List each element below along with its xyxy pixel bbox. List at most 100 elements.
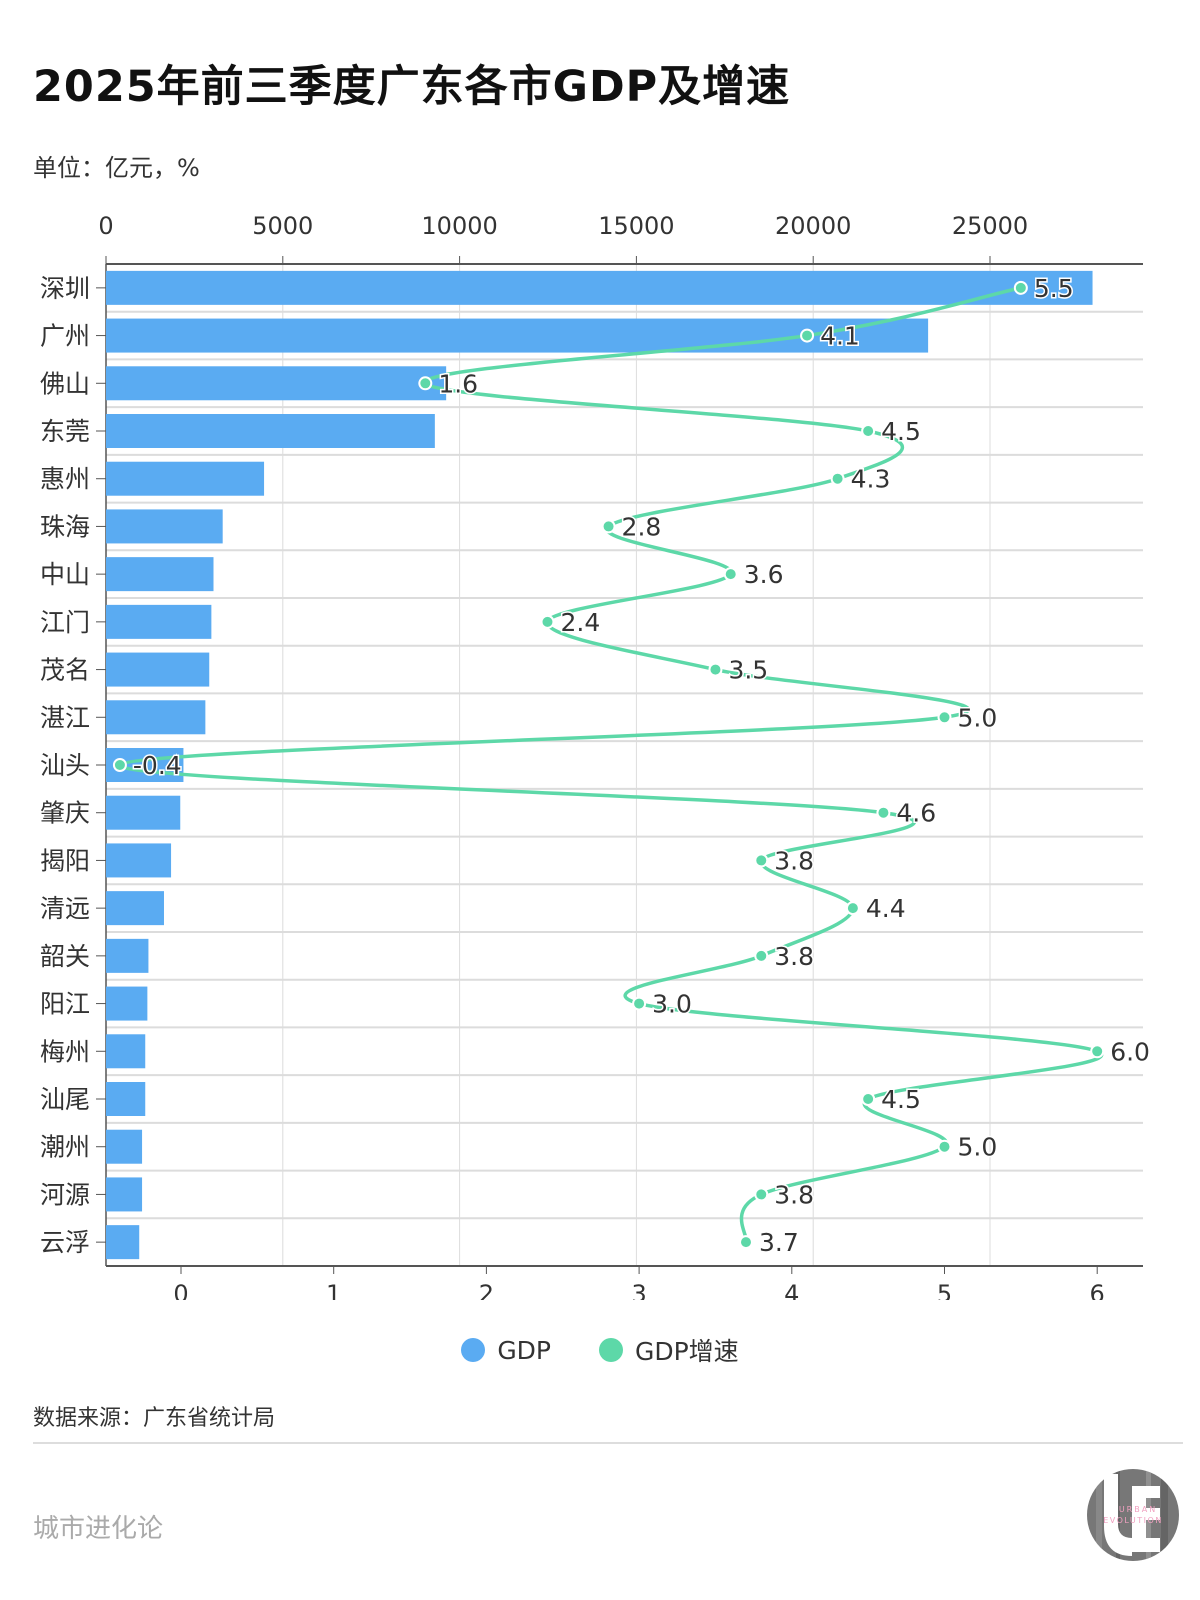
gdp-bar bbox=[106, 652, 210, 687]
top-axis-tick-label: 10000 bbox=[421, 212, 497, 240]
category-label: 佛山 bbox=[40, 369, 90, 398]
growth-data-label: 4.4 bbox=[866, 894, 906, 923]
growth-data-label: 3.5 bbox=[728, 656, 768, 685]
gdp-bar bbox=[106, 1177, 143, 1212]
gdp-bar bbox=[106, 509, 223, 544]
growth-data-label: 4.6 bbox=[896, 799, 936, 828]
growth-point bbox=[708, 662, 723, 677]
growth-point bbox=[754, 948, 769, 963]
category-label: 广州 bbox=[40, 322, 90, 351]
category-label: 河源 bbox=[40, 1180, 90, 1209]
gdp-bar bbox=[106, 270, 1093, 305]
growth-point bbox=[738, 1235, 753, 1250]
top-axis-tick-label: 5000 bbox=[252, 212, 313, 240]
footer-brand: 城市进化论 bbox=[33, 1514, 164, 1544]
growth-data-label: 3.7 bbox=[759, 1228, 799, 1257]
growth-point bbox=[800, 328, 815, 343]
growth-point bbox=[112, 758, 127, 772]
growth-point bbox=[861, 424, 876, 438]
growth-point bbox=[632, 996, 647, 1011]
category-label: 潮州 bbox=[40, 1133, 90, 1162]
category-label: 揭阳 bbox=[40, 846, 90, 875]
top-axis-tick-label: 15000 bbox=[598, 212, 674, 240]
category-label: 汕头 bbox=[40, 751, 90, 780]
growth-point bbox=[540, 614, 555, 629]
category-label: 梅州 bbox=[40, 1037, 90, 1066]
category-label: 东莞 bbox=[40, 417, 90, 446]
bottom-axis-tick-label: 2 bbox=[479, 1280, 494, 1300]
legend-gdp-swatch bbox=[461, 1338, 486, 1362]
bottom-axis-tick-label: 4 bbox=[784, 1280, 799, 1300]
category-label: 中山 bbox=[40, 560, 90, 589]
gdp-bar bbox=[106, 1082, 146, 1116]
growth-point bbox=[754, 1187, 769, 1202]
gdp-bar bbox=[106, 414, 435, 448]
svg-text:URBAN: URBAN bbox=[1119, 1505, 1157, 1514]
growth-data-label: 4.3 bbox=[851, 465, 891, 494]
gdp-bar bbox=[106, 1129, 143, 1164]
category-label: 深圳 bbox=[40, 274, 90, 303]
bottom-axis-tick-label: 6 bbox=[1090, 1280, 1105, 1300]
gdp-bar bbox=[106, 986, 148, 1021]
category-label: 韶关 bbox=[40, 942, 90, 971]
bottom-axis-tick-label: 3 bbox=[631, 1280, 646, 1300]
legend-item-gdp[interactable]: GDP bbox=[461, 1336, 551, 1365]
gdp-bar bbox=[106, 1225, 140, 1260]
bottom-axis-tick-label: 1 bbox=[326, 1280, 341, 1300]
gdp-bar bbox=[106, 938, 149, 973]
legend-item-growth[interactable]: GDP增速 bbox=[598, 1332, 739, 1368]
category-label: 江门 bbox=[40, 608, 90, 637]
growth-data-label: 2.8 bbox=[622, 512, 662, 541]
growth-data-label: 6.0 bbox=[1110, 1037, 1150, 1066]
growth-point bbox=[754, 853, 769, 868]
growth-point bbox=[601, 519, 616, 534]
category-label: 云浮 bbox=[40, 1228, 90, 1257]
chart-title: 2025年前三季度广东各市GDP及增速 bbox=[33, 62, 791, 112]
growth-data-label: 3.8 bbox=[774, 1180, 814, 1209]
gdp-bar bbox=[106, 604, 212, 639]
gdp-bar bbox=[106, 891, 164, 926]
growth-point bbox=[845, 901, 860, 916]
category-label: 湛江 bbox=[40, 703, 90, 732]
divider bbox=[33, 1442, 1183, 1444]
gdp-bar bbox=[106, 557, 214, 592]
growth-data-label: 5.5 bbox=[1034, 274, 1074, 303]
growth-data-label: 5.0 bbox=[958, 703, 998, 732]
bottom-axis-tick-label: 5 bbox=[937, 1280, 952, 1300]
growth-point bbox=[1090, 1044, 1105, 1059]
legend: GDP GDP增速 bbox=[0, 1332, 1200, 1368]
gdp-bar bbox=[106, 1034, 146, 1069]
svg-text:EVOLUTION: EVOLUTION bbox=[1103, 1516, 1163, 1525]
top-axis-tick-label: 25000 bbox=[952, 212, 1028, 240]
growth-point bbox=[830, 471, 845, 486]
legend-growth-swatch bbox=[598, 1338, 623, 1362]
gdp-bar bbox=[106, 700, 206, 735]
bottom-axis-tick-label: 0 bbox=[173, 1280, 188, 1300]
top-axis-tick-label: 0 bbox=[98, 212, 113, 240]
category-label: 珠海 bbox=[40, 512, 90, 541]
category-label: 惠州 bbox=[40, 465, 90, 494]
growth-point bbox=[723, 567, 738, 582]
gdp-bar bbox=[106, 795, 181, 830]
growth-point bbox=[937, 1139, 952, 1154]
gdp-bar bbox=[106, 461, 265, 496]
unit-label: 单位：亿元，% bbox=[33, 154, 200, 182]
category-label: 茂名 bbox=[40, 656, 90, 685]
growth-data-label: 4.5 bbox=[881, 1085, 921, 1114]
gdp-bar bbox=[106, 366, 447, 401]
gdp-bar bbox=[106, 318, 929, 353]
top-axis-tick-label: 20000 bbox=[775, 212, 851, 240]
growth-point bbox=[876, 805, 891, 820]
growth-point bbox=[861, 1092, 876, 1106]
brand-logo: URBAN EVOLUTION bbox=[1087, 1469, 1179, 1561]
category-label: 阳江 bbox=[40, 990, 90, 1019]
category-label: 肇庆 bbox=[40, 799, 90, 828]
chart: 0 5000 10000 15000 20000 25000 0 1 2 3 4 5 6 深圳广州佛山东莞… bbox=[40, 212, 1151, 1300]
category-label: 汕尾 bbox=[40, 1085, 90, 1114]
source-note: 数据来源：广东省统计局 bbox=[33, 1406, 276, 1431]
legend-gdp-label: GDP bbox=[497, 1335, 552, 1365]
growth-data-label: 4.5 bbox=[881, 417, 921, 446]
growth-data-label: 1.6 bbox=[438, 369, 478, 398]
growth-data-label: 3.8 bbox=[774, 846, 814, 875]
growth-data-label: 3.6 bbox=[744, 560, 784, 589]
